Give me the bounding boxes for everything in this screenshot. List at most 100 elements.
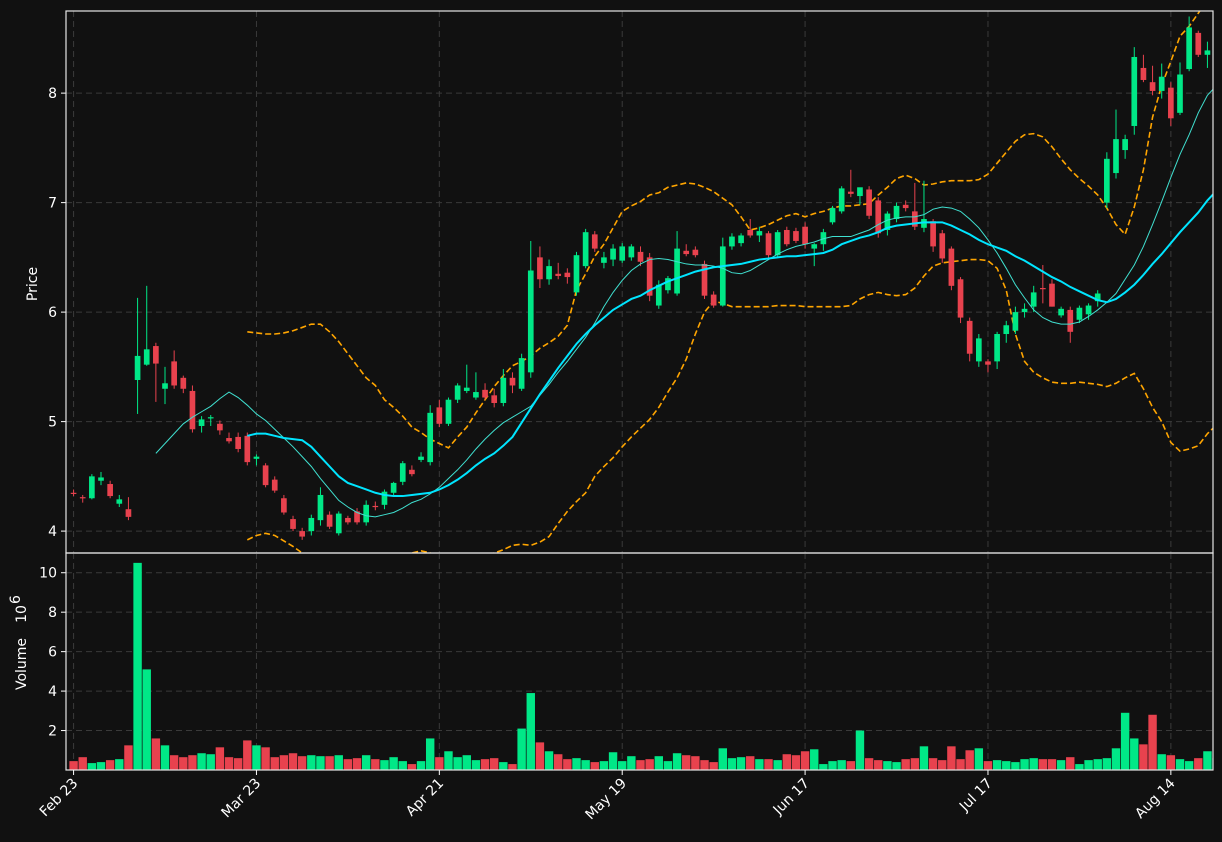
volume-bar-down	[297, 756, 307, 770]
volume-bar-down	[1066, 757, 1075, 770]
candle-up	[857, 187, 863, 197]
volume-bar-up	[307, 755, 316, 770]
volume-bar-up	[499, 762, 508, 770]
volume-bar-down	[215, 747, 225, 770]
volume-bar-down	[480, 759, 490, 770]
price-y-axis: 4 5 6 7 8	[48, 86, 66, 540]
candle-down	[957, 279, 964, 318]
candle-up	[527, 270, 534, 373]
volume-bar-up	[87, 763, 97, 770]
volume-tick-label: 4	[48, 684, 57, 700]
volume-bar-down	[682, 755, 691, 770]
volume-bar-down	[947, 746, 956, 770]
candle-down	[107, 484, 113, 497]
candle-up	[500, 377, 507, 403]
candle-down	[847, 191, 854, 194]
volume-bar-down	[343, 759, 353, 770]
volume-panel-frame	[65, 552, 1214, 771]
candle-up	[518, 358, 525, 389]
candle-up	[463, 387, 470, 391]
candle-up	[665, 278, 671, 291]
candle-up	[253, 456, 260, 459]
volume-bar-up	[663, 761, 673, 770]
candle-up	[774, 232, 781, 256]
candle-up	[399, 463, 406, 482]
price-tick-label: 7	[48, 196, 57, 212]
volume-bar-down	[553, 754, 563, 770]
candle-down	[875, 200, 882, 234]
candle-down	[345, 517, 351, 523]
volume-bar-down	[636, 760, 645, 770]
volume-bar-up	[252, 745, 261, 770]
volume-bar-up	[992, 760, 1002, 770]
volume-axis-label: Volume	[14, 638, 30, 690]
candle-down	[564, 272, 571, 278]
candle-up	[628, 246, 635, 258]
volume-bar-down	[1194, 758, 1203, 770]
candle-down	[125, 509, 132, 517]
volume-bar-down	[956, 759, 965, 770]
candle-up	[143, 349, 150, 365]
volume-bar-down	[435, 757, 444, 770]
volume-bar-down	[563, 759, 572, 770]
candle-up	[1030, 292, 1037, 307]
volume-bar-down	[645, 759, 654, 770]
candle-up	[1076, 307, 1083, 320]
candle-down	[1168, 87, 1174, 119]
volume-bar-down	[489, 758, 499, 770]
volume-bar-up	[389, 757, 398, 770]
volume-bar-down	[901, 759, 910, 770]
volume-bar-down	[874, 760, 883, 770]
candle-up	[893, 205, 900, 220]
candle-down	[79, 497, 86, 499]
volume-bar-down	[325, 756, 334, 770]
candle-down	[637, 251, 644, 262]
candle-up	[975, 338, 982, 362]
volume-bar-up	[581, 760, 590, 770]
candle-down	[235, 436, 241, 449]
volume-tick-label: 10	[39, 566, 57, 582]
ma-slow-line	[247, 192, 1213, 498]
volume-bar-up	[334, 755, 343, 770]
volume-bar-up	[1056, 760, 1066, 770]
candle-down	[555, 273, 562, 276]
volume-bar-up	[618, 761, 627, 770]
candle-down	[710, 294, 717, 306]
volume-bar-down	[983, 761, 993, 770]
candle-up	[573, 255, 580, 293]
price-tick-label: 6	[48, 305, 57, 321]
candle-up	[335, 513, 342, 534]
candle-down	[262, 465, 269, 486]
candle-down	[948, 248, 955, 286]
candle-up	[1131, 56, 1138, 126]
volume-bar-down	[224, 757, 234, 770]
candle-up	[601, 257, 607, 263]
candle-down	[290, 519, 296, 529]
volume-bar-up	[398, 761, 407, 770]
candle-up	[198, 419, 205, 426]
candle-down	[866, 189, 872, 216]
candle-up	[454, 385, 461, 400]
candle-up	[994, 334, 1000, 362]
candle-up	[610, 248, 616, 260]
volume-tick-label: 2	[48, 724, 57, 740]
candle-up	[363, 504, 370, 523]
candle-up	[820, 232, 827, 245]
volume-bar-up	[919, 746, 929, 770]
candle-down	[299, 531, 306, 537]
candle-up	[921, 219, 927, 228]
volume-bar-up	[1184, 761, 1194, 770]
volume-grid	[66, 553, 1213, 770]
candle-up	[98, 477, 104, 481]
volume-bar-up	[627, 756, 636, 770]
candle-up	[1021, 308, 1028, 313]
volume-bar-down	[352, 758, 362, 770]
candle-up	[655, 284, 662, 306]
volume-bar-up	[526, 693, 535, 770]
candle-up	[445, 399, 452, 424]
volume-bar-down	[700, 760, 709, 770]
candle-down	[1049, 283, 1055, 307]
candle-down	[509, 377, 516, 386]
candle-up	[729, 236, 735, 247]
volume-bar-up	[855, 730, 865, 770]
